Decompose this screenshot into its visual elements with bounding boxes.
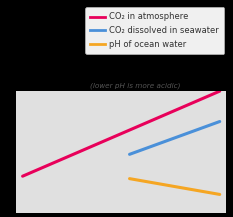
Legend: CO₂ in atmosphere, CO₂ dissolved in seawater, pH of ocean water: CO₂ in atmosphere, CO₂ dissolved in seaw… — [85, 7, 224, 54]
Text: (lower pH is more acidic): (lower pH is more acidic) — [90, 83, 180, 89]
